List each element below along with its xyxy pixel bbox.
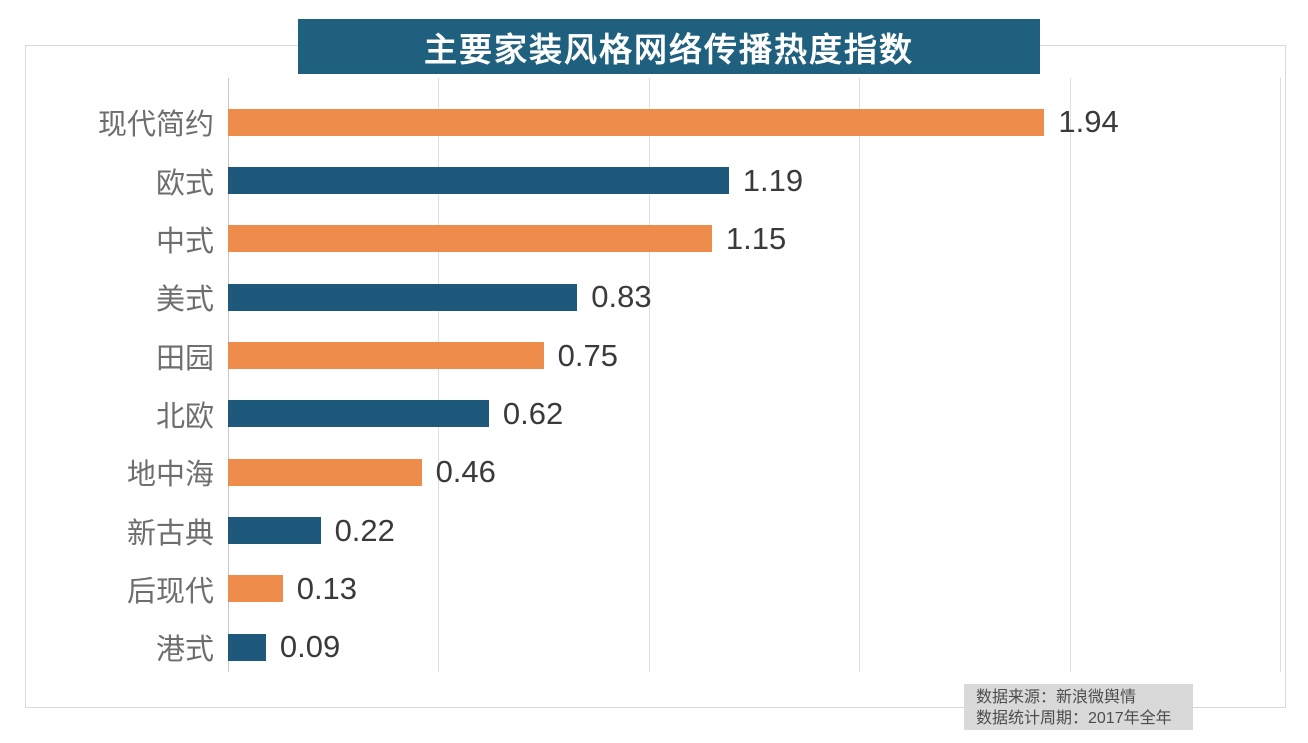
vertical-gridline [1069,78,1071,672]
vertical-gridline [859,78,861,672]
bar-row: 中式 1.15 [25,210,1283,268]
source-line-1: 数据来源：新浪微舆情 [976,689,1137,706]
chart-title-banner: 主要家装风格网络传播热度指数 [298,19,1040,74]
source-box: 数据来源：新浪微舆情 数据统计周期：2017年全年 [964,684,1193,730]
category-label: 后现代 [126,575,214,608]
plot-area [228,78,1281,672]
vertical-gridline [1280,78,1281,672]
value-label: 0.62 [502,395,564,431]
y-axis-line [228,78,229,672]
category-label: 田园 [155,342,214,375]
vertical-gridline [438,78,440,672]
bar-row: 田园 0.75 [25,326,1283,384]
category-label: 北欧 [155,400,214,433]
bar [228,167,729,195]
bar-row: 后现代 0.13 [25,560,1283,618]
category-label: 现代简约 [97,109,214,142]
bar-rows: 现代简约 1.94 欧式 1.19 中式 1.15 美式 0.83 田园 0.75 北欧 0.62 地中… [25,93,1283,677]
value-label: 0.22 [334,512,395,548]
bar [228,458,422,486]
bar-row: 欧式 1.19 [25,151,1283,209]
bar-row: 港式 0.09 [25,618,1283,676]
bar [228,517,321,545]
bar-row: 现代简约 1.94 [25,93,1283,151]
category-label: 新古典 [126,517,214,550]
value-label: 1.19 [742,162,804,198]
bar [228,108,1045,136]
bar [228,225,712,253]
value-label: 1.94 [1058,104,1119,140]
category-label: 欧式 [155,167,214,200]
value-label: 0.09 [279,629,341,665]
bar-row: 新古典 0.22 [25,501,1283,559]
bar-row: 地中海 0.46 [25,443,1283,501]
source-line-2: 数据统计周期：2017年全年 [976,710,1172,727]
bar [228,575,283,603]
bar [228,342,544,370]
value-label: 0.13 [296,570,358,606]
value-label: 0.75 [557,337,618,373]
value-label: 0.46 [435,454,496,490]
bar [228,633,266,661]
value-label: 0.83 [591,279,652,315]
chart-title: 主要家装风格网络传播热度指数 [424,30,914,68]
category-label: 港式 [155,634,214,667]
bar-row: 美式 0.83 [25,268,1283,326]
category-label: 中式 [155,225,214,258]
bar [228,283,578,311]
category-label: 美式 [155,284,214,317]
category-label: 地中海 [126,459,214,492]
vertical-gridline [648,78,650,672]
value-label: 1.15 [725,220,787,256]
bar [228,400,489,428]
bar-row: 北欧 0.62 [25,385,1283,443]
